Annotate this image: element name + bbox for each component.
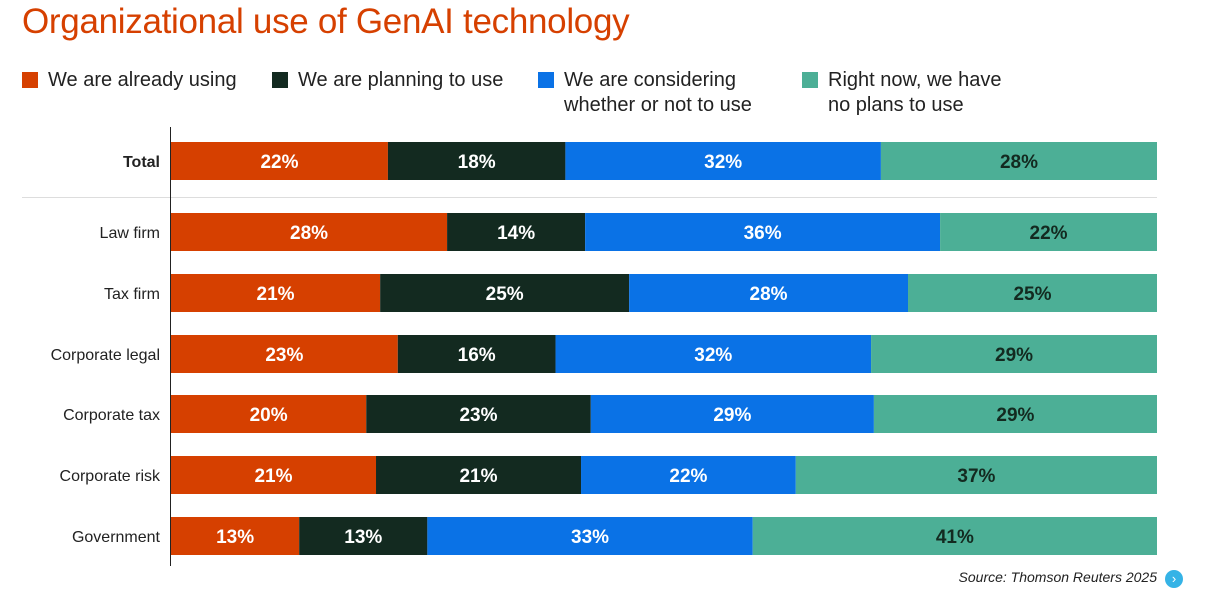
data-label: 13% [216, 527, 254, 548]
data-label: 28% [1000, 152, 1038, 173]
bar-segment [590, 395, 874, 433]
bar-segment [629, 274, 909, 312]
bar-segment [565, 142, 881, 180]
legend-item: Right now, we have no plans to use [802, 68, 1001, 118]
legend-swatch [538, 72, 554, 88]
source-note: Source: Thomson Reuters 2025 [958, 569, 1157, 585]
data-label: 21% [254, 466, 292, 487]
data-label: 36% [744, 223, 782, 244]
data-label: 14% [497, 223, 535, 244]
data-label: 37% [957, 466, 995, 487]
data-label: 32% [704, 152, 742, 173]
data-label: 22% [669, 466, 707, 487]
chart-title: Organizational use of GenAI technology [22, 2, 630, 41]
bar-segment [376, 456, 582, 494]
bar-segment [366, 395, 591, 433]
data-label: 28% [290, 223, 328, 244]
legend-swatch [272, 72, 288, 88]
data-label: 28% [750, 284, 788, 305]
legend-label: Right now, we have no plans to use [828, 69, 1002, 116]
bar-segment [171, 142, 388, 180]
bar-segment [752, 517, 1157, 555]
bar-segment [908, 274, 1157, 312]
legend-swatch [802, 72, 818, 88]
bar-segment [171, 274, 381, 312]
data-label: 13% [344, 527, 382, 548]
bar-segment [555, 335, 872, 373]
category-label: Corporate tax [63, 407, 160, 424]
category-label: Government [72, 529, 161, 546]
bar-segment [871, 335, 1157, 373]
bar-segment [171, 213, 448, 251]
data-label: 32% [694, 345, 732, 366]
legend-swatch [22, 72, 38, 88]
category-label: Corporate risk [60, 468, 161, 485]
bar-segment [447, 213, 586, 251]
data-label: 16% [458, 345, 496, 366]
data-label: 18% [458, 152, 496, 173]
data-label: 25% [1013, 284, 1051, 305]
bar-segment [387, 142, 566, 180]
data-label: 29% [713, 405, 751, 426]
bar-segment [880, 142, 1157, 180]
data-label: 29% [995, 345, 1033, 366]
bar-segment [873, 395, 1157, 433]
bar-segment [795, 456, 1157, 494]
legend-item: We are planning to use [272, 68, 503, 93]
category-label: Law firm [100, 225, 160, 242]
bar-segment [427, 517, 753, 555]
data-label: 23% [459, 405, 497, 426]
bar-segment [171, 517, 300, 555]
data-label: 21% [257, 284, 295, 305]
data-label: 33% [571, 527, 609, 548]
bar-segment [940, 213, 1157, 251]
data-label: 21% [459, 466, 497, 487]
chevron-right-circle-icon[interactable]: › [1165, 570, 1183, 588]
category-label: Corporate legal [51, 347, 160, 364]
legend-label: We are considering whether or not to use [564, 69, 752, 116]
legend-label: We are already using [48, 69, 237, 91]
legend-label: We are planning to use [298, 69, 504, 91]
data-label: 29% [996, 405, 1034, 426]
data-label: 20% [250, 405, 288, 426]
legend-item: We are already using [22, 68, 237, 93]
data-label: 25% [486, 284, 524, 305]
bar-segment [380, 274, 630, 312]
category-label: Total [123, 154, 160, 171]
category-label: Tax firm [104, 286, 160, 303]
bar-segment [397, 335, 556, 373]
data-label: 22% [260, 152, 298, 173]
bar-segment [581, 456, 796, 494]
bar-segment [171, 335, 398, 373]
data-label: 23% [265, 345, 303, 366]
legend-item: We are considering whether or not to use [538, 68, 752, 118]
bar-segment [171, 456, 377, 494]
bar-segment [299, 517, 428, 555]
bar-segment [585, 213, 941, 251]
data-label: 41% [936, 527, 974, 548]
bar-segment [171, 395, 367, 433]
data-label: 22% [1030, 223, 1068, 244]
